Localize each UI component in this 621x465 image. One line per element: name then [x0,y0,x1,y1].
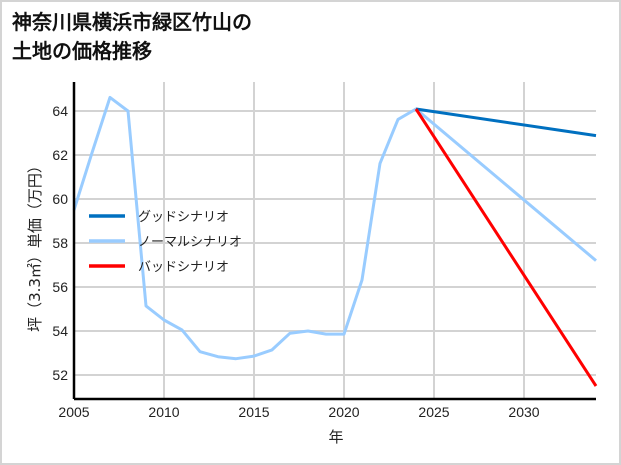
x-tick-label: 2005 [58,404,89,420]
legend-label: グッドシナリオ [138,210,229,225]
x-tick-label: 2030 [508,404,539,420]
tick-labels: 52 54 56 58 60 62 64 2005 2010 2015 2020 2025 2030 [52,103,539,420]
series-lines [72,95,598,387]
x-tick-label: 2020 [328,404,359,420]
y-tick-label: 58 [52,235,68,251]
axes [72,82,596,401]
series-line [415,107,597,138]
x-axis-label: 年 [328,428,343,446]
gridlines [74,82,596,399]
x-tick-label: 2010 [148,404,179,420]
chart-title-line-1: 神奈川県横浜市緑区竹山の [12,10,252,34]
legend-label: バッドシナリオ [138,260,229,275]
legend-label: ノーマルシナリオ [138,235,242,250]
y-tick-label: 64 [52,103,68,119]
chart-title: 神奈川県横浜市緑区竹山の 土地の価格推移 [12,8,412,66]
y-tick-label: 52 [52,367,68,383]
y-tick-label: 60 [52,191,68,207]
x-tick-label: 2025 [418,404,449,420]
y-tick-label: 54 [52,323,68,339]
series-line [72,95,597,361]
y-axis-label: 坪（3.3㎡）単価（万円） [26,158,44,332]
y-tick-label: 56 [52,279,68,295]
y-tick-label: 62 [52,147,68,163]
series-line [414,108,598,387]
chart-title-line-2: 土地の価格推移 [12,39,152,63]
x-tick-label: 2015 [238,404,269,420]
